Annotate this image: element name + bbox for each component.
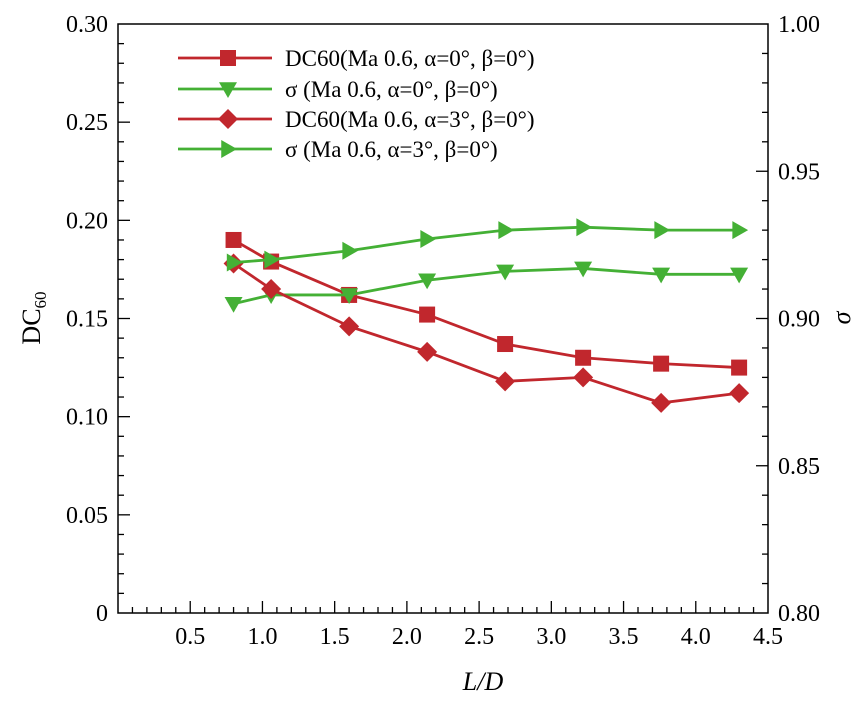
data-point bbox=[420, 229, 437, 248]
data-point bbox=[417, 341, 438, 362]
x-tick-label: 3.0 bbox=[536, 624, 566, 650]
y-left-tick-label: 0.05 bbox=[66, 503, 108, 529]
y-left-tick-label: 0.15 bbox=[66, 307, 108, 333]
data-point bbox=[731, 359, 748, 376]
series-line bbox=[233, 225, 740, 264]
data-point bbox=[339, 316, 360, 337]
x-tick-label: 1.5 bbox=[320, 624, 350, 650]
left-y-axis-title: DC60 bbox=[17, 291, 50, 344]
data-point bbox=[576, 218, 593, 237]
y-left-tick-label: 0.30 bbox=[66, 12, 108, 38]
y-right-tick-label: 0.85 bbox=[778, 454, 820, 480]
y-left-tick-label: 0.25 bbox=[66, 110, 108, 136]
x-axis-title: L/D bbox=[462, 667, 504, 696]
left-y-axis: 0 0.05 0.10 0.15 0.20 0.25 0.30 bbox=[66, 12, 130, 627]
data-point bbox=[419, 306, 436, 323]
data-point bbox=[653, 355, 670, 372]
legend-marker bbox=[218, 109, 238, 129]
x-tick-label: 3.5 bbox=[609, 624, 639, 650]
legend-item: DC60(Ma 0.6, α=3°, β=0°) bbox=[178, 107, 535, 132]
data-point bbox=[261, 279, 282, 300]
data-point bbox=[496, 264, 515, 281]
series-3 bbox=[223, 253, 750, 413]
data-point bbox=[732, 221, 749, 240]
legend-marker bbox=[220, 50, 236, 66]
x-tick-label: 4.5 bbox=[753, 624, 783, 650]
data-point bbox=[652, 267, 671, 284]
series-layer bbox=[223, 218, 750, 413]
legend: DC60(Ma 0.6, α=0°, β=0°) σ (Ma 0.6, α=0°,… bbox=[178, 46, 535, 162]
legend-label: DC60(Ma 0.6, α=0°, β=0°) bbox=[285, 46, 535, 71]
x-tick-label: 2.5 bbox=[464, 624, 494, 650]
y-right-tick-label: 1.00 bbox=[778, 12, 820, 38]
legend-item: σ (Ma 0.6, α=3°, β=0°) bbox=[178, 137, 498, 162]
x-tick-label: 2.0 bbox=[392, 624, 422, 650]
data-point bbox=[226, 253, 243, 272]
data-point bbox=[342, 241, 359, 260]
legend-marker bbox=[219, 82, 237, 98]
svg-text:DC60: DC60 bbox=[17, 291, 50, 344]
data-point bbox=[418, 273, 437, 290]
data-point bbox=[497, 336, 514, 353]
legend-item: σ (Ma 0.6, α=0°, β=0°) bbox=[178, 77, 498, 102]
data-point bbox=[573, 367, 594, 388]
series-line bbox=[232, 262, 740, 405]
legend-item: DC60(Ma 0.6, α=0°, β=0°) bbox=[178, 46, 535, 71]
data-point bbox=[651, 392, 672, 413]
data-point bbox=[498, 221, 515, 240]
data-point bbox=[495, 371, 516, 392]
data-point bbox=[574, 261, 593, 278]
series-line bbox=[232, 238, 740, 369]
right-y-axis-title: σ bbox=[827, 310, 856, 324]
x-axis: 0.5 1.0 1.5 2.0 2.5 3.0 3.5 4.0 4.5 bbox=[131, 601, 783, 650]
y-right-tick-label: 0.80 bbox=[778, 601, 820, 627]
legend-label: DC60(Ma 0.6, α=3°, β=0°) bbox=[285, 107, 535, 132]
series-2 bbox=[224, 261, 749, 313]
data-point bbox=[654, 221, 671, 240]
y-left-tick-label: 0.20 bbox=[66, 208, 108, 234]
legend-marker bbox=[221, 140, 237, 158]
legend-label: σ (Ma 0.6, α=3°, β=0°) bbox=[285, 137, 498, 162]
svg-text:σ: σ bbox=[827, 310, 856, 324]
right-y-axis: 0.80 0.85 0.90 0.95 1.00 bbox=[756, 12, 820, 627]
data-point bbox=[730, 267, 749, 284]
series-4 bbox=[226, 218, 749, 272]
y-right-tick-label: 0.95 bbox=[778, 159, 820, 185]
data-point bbox=[729, 383, 750, 404]
x-tick-label: 4.0 bbox=[681, 624, 711, 650]
legend-label: σ (Ma 0.6, α=0°, β=0°) bbox=[285, 77, 498, 102]
x-tick-label: 0.5 bbox=[175, 624, 205, 650]
data-point bbox=[224, 297, 243, 313]
data-point bbox=[225, 231, 242, 248]
y-left-tick-label: 0 bbox=[96, 601, 108, 627]
x-tick-label: 1.0 bbox=[247, 624, 277, 650]
y-left-tick-label: 0.10 bbox=[66, 405, 108, 431]
y-right-tick-label: 0.90 bbox=[778, 307, 820, 333]
data-point bbox=[340, 288, 359, 304]
data-point bbox=[575, 349, 592, 366]
data-point bbox=[264, 250, 281, 269]
